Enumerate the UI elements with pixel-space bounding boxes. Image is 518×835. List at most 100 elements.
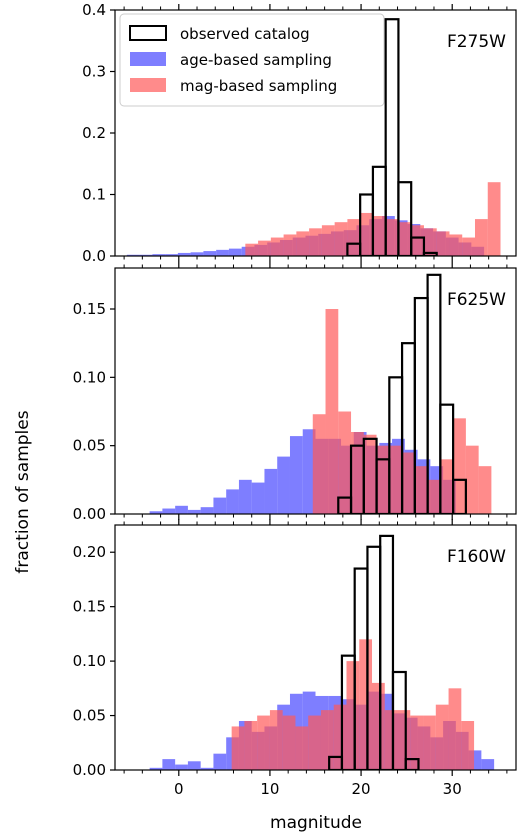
y-tick-label: 0.05 bbox=[73, 437, 106, 455]
mag-bar bbox=[397, 710, 411, 770]
age-bar bbox=[213, 753, 227, 770]
mag-bar bbox=[461, 721, 475, 770]
observed-bar bbox=[391, 670, 407, 770]
mag-bar bbox=[334, 222, 348, 256]
panel-f160w: 0.00 0.05 0.10 0.15 0.20 0 10 20 30 F160W bbox=[73, 519, 517, 798]
filter-label: F275W bbox=[447, 32, 506, 52]
mag-bar bbox=[346, 661, 360, 770]
mag-bar bbox=[269, 710, 283, 770]
mag-bar bbox=[410, 715, 424, 770]
age-bar bbox=[162, 759, 176, 770]
mag-bar bbox=[462, 237, 475, 256]
age-legend-swatch bbox=[130, 52, 166, 66]
axes-frame bbox=[114, 267, 517, 515]
observed-bar bbox=[397, 181, 413, 256]
y-tick-label: 0.00 bbox=[73, 505, 106, 523]
y-tick-label: 0.00 bbox=[73, 761, 106, 779]
mag-legend-swatch bbox=[130, 78, 166, 92]
mag-bar bbox=[360, 212, 373, 256]
age-bar bbox=[481, 759, 495, 770]
age-bar bbox=[187, 761, 201, 770]
mag-bar bbox=[435, 704, 449, 770]
age-bar bbox=[238, 479, 252, 514]
mag-bar bbox=[453, 418, 466, 514]
age-legend-label: age-based sampling bbox=[180, 51, 332, 69]
mag-bar bbox=[449, 234, 463, 256]
observed-bar bbox=[410, 236, 426, 256]
mag-bar bbox=[257, 715, 270, 770]
x-tick-label: 30 bbox=[443, 780, 462, 798]
age-bar bbox=[203, 251, 217, 256]
mag-bar bbox=[258, 240, 271, 256]
age-bar bbox=[251, 482, 265, 514]
y-axis-label: fraction of samples bbox=[13, 410, 33, 573]
mag-bar bbox=[478, 466, 492, 514]
y-tick-label: 0.05 bbox=[73, 707, 106, 725]
mag-bar bbox=[270, 237, 284, 256]
mag-bar bbox=[312, 414, 326, 514]
mag-bar bbox=[385, 219, 399, 256]
mag-bar bbox=[320, 710, 334, 770]
y-tick-label: 0.1 bbox=[82, 186, 106, 204]
age-bar bbox=[216, 249, 229, 256]
age-bar bbox=[187, 509, 201, 514]
mag-bar bbox=[372, 216, 386, 256]
mag-bar bbox=[372, 682, 385, 770]
mag-bar bbox=[295, 726, 309, 770]
y-tick-label: 0.15 bbox=[73, 598, 106, 616]
age-bar bbox=[152, 254, 166, 256]
mag-legend-label: mag-based sampling bbox=[180, 77, 337, 95]
y-tick-label: 0.3 bbox=[82, 63, 106, 81]
y-tick-label: 0.15 bbox=[73, 300, 106, 318]
age-bar bbox=[149, 767, 163, 770]
mag-bar bbox=[308, 715, 321, 770]
age-bar bbox=[264, 468, 278, 514]
bars-group bbox=[126, 18, 501, 256]
mag-bar bbox=[363, 434, 377, 514]
filter-label: F625W bbox=[447, 290, 506, 310]
age-bar bbox=[200, 767, 214, 770]
age-bar bbox=[213, 497, 227, 514]
mag-bar bbox=[465, 445, 479, 514]
mag-bar bbox=[338, 411, 352, 514]
mag-bar bbox=[487, 182, 501, 256]
observed-legend-swatch bbox=[129, 25, 167, 41]
mag-bar bbox=[384, 710, 398, 770]
bars-group bbox=[149, 534, 495, 770]
observed-bar bbox=[439, 403, 455, 514]
y-tick-label: 0.2 bbox=[82, 124, 106, 142]
mag-bar bbox=[411, 225, 424, 256]
mag-bar bbox=[296, 231, 310, 256]
mag-bar bbox=[389, 445, 403, 514]
age-bar bbox=[139, 254, 153, 256]
age-bar bbox=[165, 254, 178, 256]
mag-bar bbox=[440, 459, 454, 514]
age-bar bbox=[177, 252, 191, 256]
age-bar bbox=[277, 456, 290, 514]
mag-bar bbox=[333, 704, 347, 770]
mag-bar bbox=[347, 219, 361, 256]
axes-frame bbox=[114, 524, 517, 771]
x-tick-label: 0 bbox=[174, 780, 184, 798]
age-bar bbox=[226, 489, 239, 514]
mag-bar bbox=[398, 222, 412, 256]
age-bar bbox=[228, 248, 242, 256]
age-bar bbox=[200, 507, 214, 514]
mag-bar bbox=[423, 715, 436, 770]
observed-bar bbox=[379, 534, 395, 770]
x-tick-label: 10 bbox=[260, 780, 279, 798]
y-tick-label: 0.0 bbox=[82, 247, 106, 265]
y-tick-label: 0.4 bbox=[82, 1, 106, 19]
mag-bar bbox=[321, 225, 335, 256]
mag-bar bbox=[244, 721, 258, 770]
mag-bar bbox=[423, 228, 437, 256]
mag-bar bbox=[309, 228, 322, 256]
panel-f625w: 0.00 0.05 0.10 0.15 F625W bbox=[73, 262, 517, 523]
age-bar bbox=[175, 505, 188, 514]
mag-bar bbox=[282, 715, 296, 770]
age-bar bbox=[289, 436, 303, 514]
age-bar bbox=[175, 764, 188, 770]
mag-bar bbox=[245, 243, 259, 256]
age-bar bbox=[126, 254, 140, 256]
